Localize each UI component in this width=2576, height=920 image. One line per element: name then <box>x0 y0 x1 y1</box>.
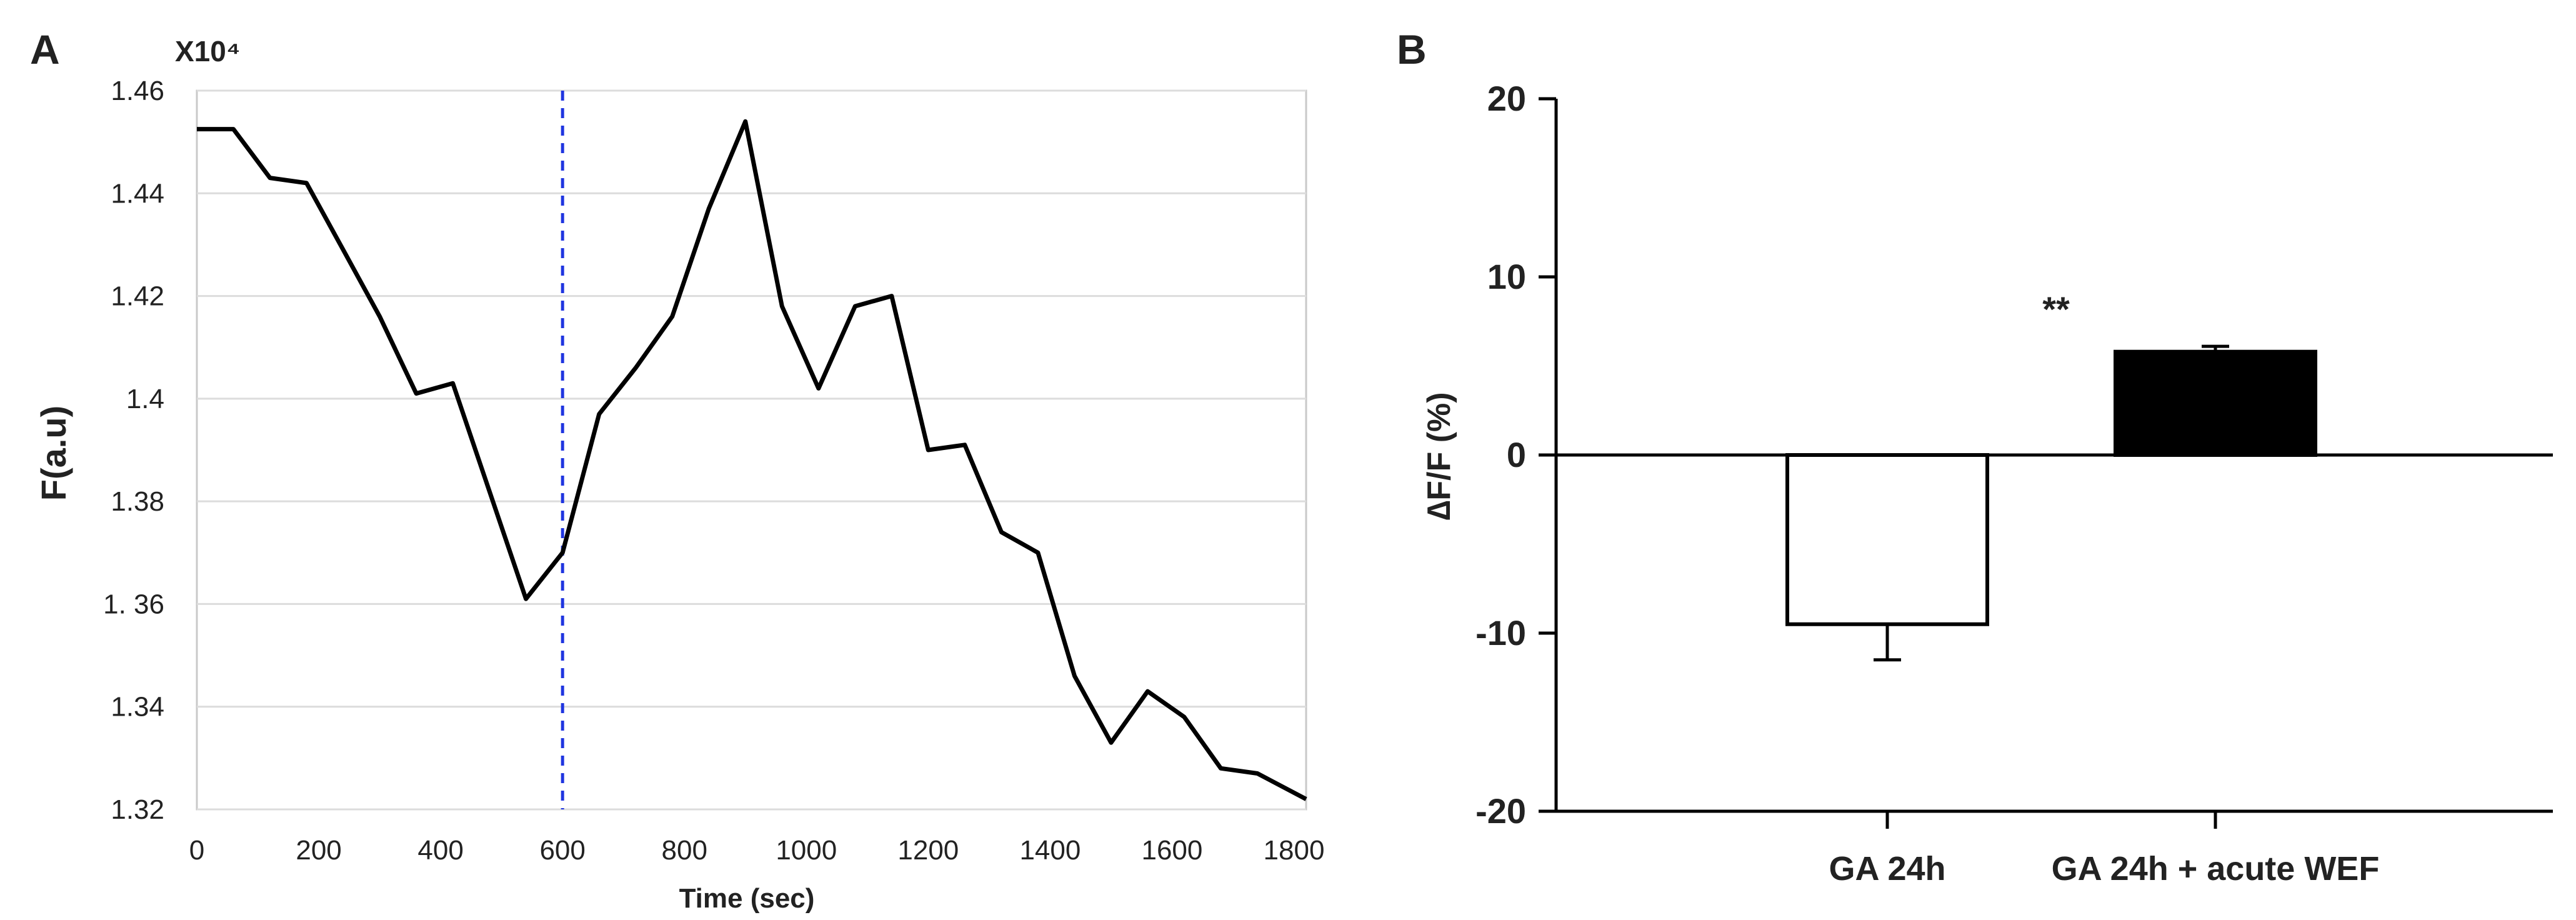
x-tick-label: 1800 <box>1264 835 1325 866</box>
y-tick-label: -20 <box>1475 791 1526 831</box>
x-tick-label: 400 <box>417 835 463 866</box>
x-tick-label: 200 <box>296 835 341 866</box>
y-tick-label: 10 <box>1487 257 1526 296</box>
panel-label-a: A <box>30 26 60 72</box>
y-tick-label: 1.38 <box>111 486 164 517</box>
y-tick-label: 1.34 <box>111 692 164 722</box>
x-tick-label: GA 24h <box>1829 850 1945 888</box>
series-line <box>197 119 1307 801</box>
significance-label: ** <box>2042 289 2070 329</box>
bar <box>1785 453 1989 626</box>
bar <box>2114 349 2317 458</box>
y-tick-label: 1.4 <box>126 384 164 414</box>
y-axis-label-a: F(a.u) <box>34 406 73 501</box>
y-tick-label: 1.46 <box>111 76 164 106</box>
y-tick-label: -10 <box>1475 613 1526 652</box>
x-tick-label: 1600 <box>1141 835 1202 866</box>
bar-chart: -20 -10 0 10 20 GA 24h GA 24h + acute WEF ∆F/… <box>1421 79 2553 888</box>
x-tick-label: 1400 <box>1019 835 1081 866</box>
line-chart: 1.32 1.34 1. 36 1.38 1.4 1.42 1.44 1.46 0 200 400… <box>34 35 1324 914</box>
x-tick-label: 1200 <box>897 835 959 866</box>
y-axis-label-b: ∆F/F (%) <box>1421 392 1457 520</box>
x-axis-label-a: Time (sec) <box>679 883 815 914</box>
plot-area-a <box>196 89 1307 811</box>
y-tick-label: 1. 36 <box>103 589 164 619</box>
y-tick-label: 1.44 <box>111 178 164 209</box>
x-tick-label: 600 <box>539 835 585 866</box>
panel-label-b: B <box>1397 26 1427 72</box>
y-tick-label: 0 <box>1507 435 1526 474</box>
multiplier-label: X10⁴ <box>175 35 241 68</box>
x-tick-label: 0 <box>189 835 204 866</box>
x-tick-label: GA 24h + acute WEF <box>2052 850 2380 888</box>
y-tick-label: 20 <box>1487 79 1526 118</box>
y-tick-label: 1.42 <box>111 281 164 312</box>
x-tick-label: 800 <box>662 835 707 866</box>
y-tick-label: 1.32 <box>111 794 164 825</box>
x-tick-label: 1000 <box>776 835 837 866</box>
